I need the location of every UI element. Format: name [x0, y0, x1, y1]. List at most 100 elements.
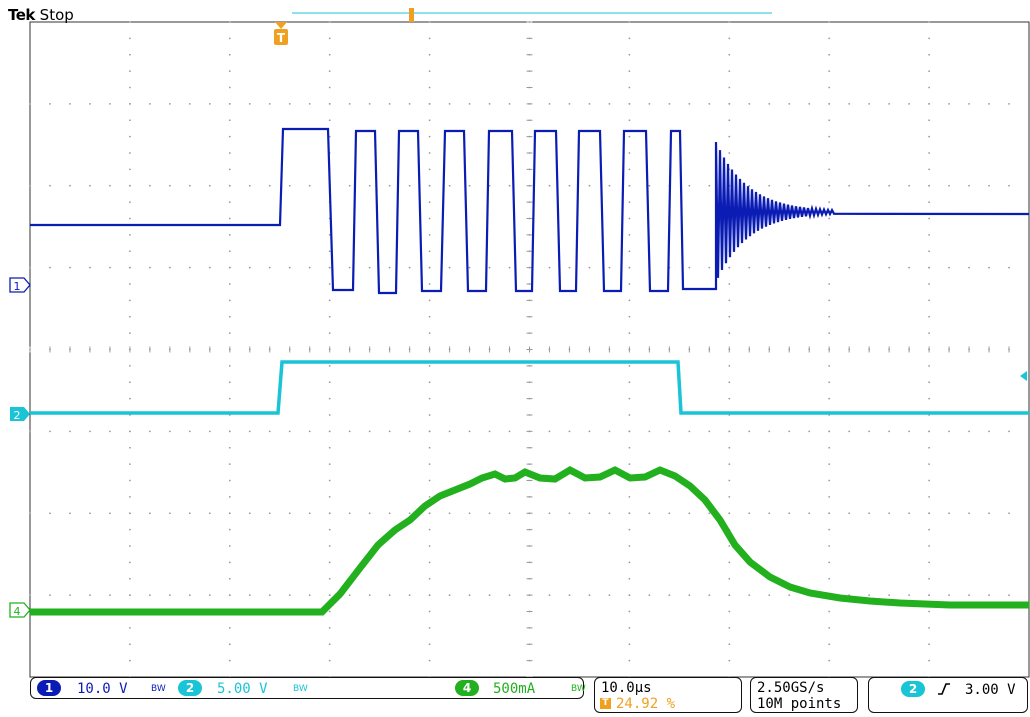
vertical-scale-panel[interactable]: 1 10.0 V BW 2 5.00 V BW 4 500mA BW — [30, 677, 586, 699]
grid-dot — [89, 266, 91, 269]
grid-dot — [888, 184, 891, 187]
grid-dot — [608, 430, 611, 433]
grid-dot — [828, 119, 831, 122]
grid-dot — [728, 659, 731, 662]
grid-dot — [428, 479, 431, 482]
grid-dot — [428, 659, 431, 662]
grid-dot — [928, 332, 930, 335]
grid-dot — [628, 594, 631, 597]
grid-dot — [428, 184, 431, 187]
grid-dot — [328, 119, 331, 122]
grid-dot — [1008, 512, 1010, 515]
grid-dot — [228, 446, 231, 449]
channel-2-badge[interactable]: 2 — [178, 680, 202, 696]
grid-dot — [129, 53, 131, 56]
grid-dot — [868, 102, 871, 105]
grid-dot — [928, 430, 930, 433]
grid-dot — [928, 168, 930, 171]
grid-dot — [328, 102, 331, 105]
grid-dot — [828, 168, 831, 171]
grid-dot — [368, 184, 371, 187]
grid-dot — [768, 430, 771, 433]
grid-dot — [828, 315, 831, 318]
brand-label: Tek Stop — [8, 6, 74, 24]
grid-dot — [428, 577, 431, 580]
grid-dot — [928, 659, 930, 662]
grid-dot — [728, 610, 731, 613]
grid-dot — [828, 37, 831, 40]
grid-dot — [228, 70, 231, 73]
channel-4-bandwidth-mark: BW — [571, 684, 586, 694]
grid-dot — [708, 266, 711, 269]
grid-dot — [808, 266, 811, 269]
grid-dot — [928, 86, 930, 89]
grid-dot — [608, 184, 611, 187]
grid-dot — [228, 315, 231, 318]
sample-rate: 2.50GS/s — [757, 680, 825, 696]
grid-dot — [768, 184, 771, 187]
grid-dot — [228, 233, 231, 236]
grid-dot — [148, 594, 151, 597]
grid-dot — [768, 512, 771, 515]
grid-dot — [109, 102, 111, 105]
trigger-time-marker-glyph: T — [277, 31, 286, 45]
timebase-panel[interactable]: 10.0µs T 24.92 % — [594, 677, 742, 713]
grid-dot — [928, 561, 930, 564]
grid-dot — [608, 102, 611, 105]
grid-dot — [129, 266, 131, 269]
grid-dot — [168, 266, 171, 269]
trigger-level: 3.00 V — [965, 682, 1016, 698]
grid-dot — [908, 184, 911, 187]
grid-dot — [928, 495, 930, 498]
grid-dot — [748, 266, 751, 269]
grid-dot — [1008, 102, 1010, 105]
grid-dot — [428, 135, 431, 138]
channel-1-badge[interactable]: 1 — [37, 680, 61, 696]
grid-dot — [928, 610, 930, 613]
grid-dot — [768, 594, 771, 597]
grid-dot — [328, 381, 331, 384]
grid-dot — [868, 184, 871, 187]
grid-dot — [129, 168, 131, 171]
grid-dot — [328, 643, 331, 646]
grid-dot — [728, 152, 731, 154]
grid-dot — [788, 184, 791, 187]
grid-dot — [129, 250, 131, 253]
acquisition-panel[interactable]: 2.50GS/s 10M points — [750, 677, 858, 713]
channel-2-marker-number: 2 — [14, 409, 21, 422]
grid-dot — [49, 430, 51, 433]
grid-dot — [428, 594, 431, 597]
grid-dot — [948, 594, 950, 597]
grid-dot — [228, 381, 231, 384]
grid-dot — [628, 495, 631, 498]
grid-dot — [588, 102, 591, 105]
grid-dot — [288, 102, 291, 105]
grid-dot — [428, 53, 431, 56]
grid-dot — [288, 512, 291, 515]
grid-dot — [428, 512, 431, 515]
grid-dot — [688, 266, 691, 269]
grid-dot — [988, 102, 990, 105]
grid-dot — [468, 512, 471, 515]
grid-dot — [628, 250, 631, 253]
grid-dot — [188, 266, 191, 269]
grid-dot — [428, 266, 431, 269]
grid-dot — [148, 184, 151, 187]
channel-4-badge[interactable]: 4 — [455, 680, 479, 696]
grid-dot — [109, 594, 111, 597]
trigger-source-badge[interactable]: 2 — [901, 681, 925, 697]
grid-dot — [988, 594, 990, 597]
grid-dot — [228, 561, 231, 564]
grid-dot — [608, 266, 611, 269]
grid-dot — [988, 430, 990, 433]
grid-dot — [29, 512, 31, 515]
channel-2-marker: 2 — [10, 407, 30, 422]
grid-dot — [129, 201, 131, 204]
grid-dot — [988, 512, 990, 515]
grid-dot — [428, 233, 431, 236]
grid-dot — [628, 430, 631, 433]
trigger-panel[interactable]: 2 3.00 V — [868, 677, 1028, 713]
grid-dot — [968, 184, 970, 187]
grid-dot — [328, 626, 331, 629]
grid-dot — [69, 266, 71, 269]
